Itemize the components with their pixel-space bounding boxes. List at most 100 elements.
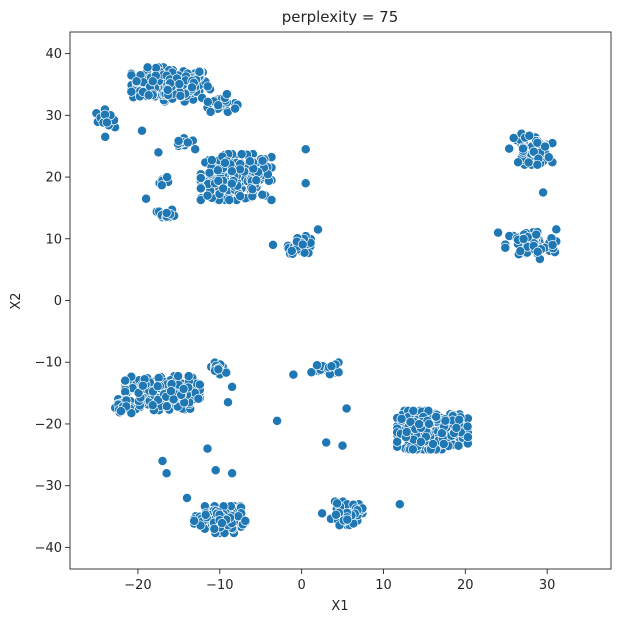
y-tick-label: 20 bbox=[45, 171, 62, 186]
data-point bbox=[147, 400, 158, 411]
data-point bbox=[462, 432, 473, 443]
data-point bbox=[161, 468, 172, 479]
data-point bbox=[182, 493, 192, 503]
y-tick-label: 30 bbox=[45, 109, 62, 124]
data-point bbox=[194, 66, 205, 77]
data-point bbox=[227, 381, 238, 392]
data-point bbox=[227, 468, 238, 479]
data-point bbox=[153, 373, 164, 383]
data-point bbox=[392, 436, 403, 447]
data-point bbox=[532, 159, 543, 170]
data-point bbox=[189, 515, 200, 526]
y-tick-label: 10 bbox=[45, 232, 62, 247]
data-point bbox=[147, 76, 158, 87]
data-point bbox=[235, 191, 246, 202]
data-point bbox=[212, 165, 223, 176]
data-point bbox=[153, 147, 164, 158]
data-point bbox=[415, 436, 426, 447]
data-point bbox=[209, 523, 220, 534]
data-point bbox=[173, 136, 184, 146]
data-point bbox=[183, 371, 194, 382]
data-point bbox=[161, 401, 172, 412]
x-tick-label: 30 bbox=[539, 578, 556, 593]
x-tick-label: −20 bbox=[124, 578, 151, 593]
data-point bbox=[524, 130, 535, 141]
data-point bbox=[210, 465, 221, 476]
data-point bbox=[236, 149, 247, 160]
data-point bbox=[407, 444, 418, 455]
data-point bbox=[515, 246, 526, 257]
data-point bbox=[195, 183, 206, 194]
data-point bbox=[200, 509, 211, 520]
data-point bbox=[268, 239, 278, 250]
data-point bbox=[247, 184, 258, 195]
data-point bbox=[193, 393, 204, 404]
x-axis-label: X1 bbox=[331, 599, 348, 614]
data-point bbox=[440, 415, 451, 426]
data-point bbox=[394, 499, 405, 510]
data-point bbox=[230, 103, 241, 114]
data-point bbox=[543, 152, 554, 163]
y-tick-label: −30 bbox=[35, 479, 62, 494]
data-point bbox=[168, 394, 179, 405]
data-point bbox=[217, 518, 227, 529]
data-point bbox=[218, 183, 229, 194]
data-point bbox=[137, 125, 147, 136]
x-axis-ticks: −20 −10 0 10 20 30 bbox=[124, 569, 555, 593]
data-points bbox=[91, 62, 562, 538]
data-point bbox=[513, 157, 524, 168]
data-point bbox=[178, 384, 189, 394]
data-point bbox=[300, 144, 311, 155]
data-point bbox=[101, 117, 112, 128]
data-point bbox=[551, 224, 562, 235]
data-point bbox=[462, 421, 473, 432]
x-tick-label: 20 bbox=[457, 578, 474, 593]
data-point bbox=[288, 369, 299, 380]
data-point bbox=[251, 175, 262, 186]
data-point bbox=[143, 90, 154, 101]
data-point bbox=[244, 156, 255, 167]
data-point bbox=[126, 408, 137, 419]
data-point bbox=[162, 172, 173, 183]
data-point bbox=[235, 164, 245, 175]
data-point bbox=[120, 375, 131, 386]
data-point bbox=[518, 234, 529, 244]
data-point bbox=[451, 422, 462, 433]
data-point bbox=[257, 189, 268, 200]
data-point bbox=[162, 85, 173, 95]
data-point bbox=[213, 175, 224, 186]
data-point bbox=[342, 514, 353, 525]
data-point bbox=[213, 364, 224, 375]
data-point bbox=[428, 439, 438, 449]
data-point bbox=[532, 137, 543, 148]
data-point bbox=[257, 155, 268, 166]
data-point bbox=[202, 443, 213, 454]
data-point bbox=[401, 427, 412, 437]
data-point bbox=[453, 440, 464, 451]
data-point bbox=[223, 397, 233, 408]
y-axis-label: X2 bbox=[9, 292, 24, 309]
data-point bbox=[540, 141, 551, 152]
data-point bbox=[431, 411, 442, 422]
data-point bbox=[500, 242, 511, 253]
data-point bbox=[226, 178, 237, 189]
data-point bbox=[131, 76, 142, 87]
data-point bbox=[100, 131, 111, 142]
y-tick-label: −10 bbox=[35, 356, 62, 371]
data-point bbox=[190, 144, 201, 155]
data-point bbox=[202, 96, 213, 107]
x-tick-label: 0 bbox=[297, 578, 305, 593]
data-point bbox=[202, 190, 213, 201]
data-point bbox=[317, 508, 328, 519]
y-tick-label: −20 bbox=[35, 417, 62, 432]
data-point bbox=[531, 229, 542, 240]
y-tick-label: 40 bbox=[45, 47, 62, 62]
data-point bbox=[538, 187, 549, 198]
data-point bbox=[306, 367, 317, 378]
data-point bbox=[126, 86, 137, 97]
data-point bbox=[240, 515, 251, 526]
data-point bbox=[326, 361, 337, 372]
data-point bbox=[286, 245, 297, 256]
data-point bbox=[213, 100, 224, 111]
data-point bbox=[341, 403, 352, 414]
